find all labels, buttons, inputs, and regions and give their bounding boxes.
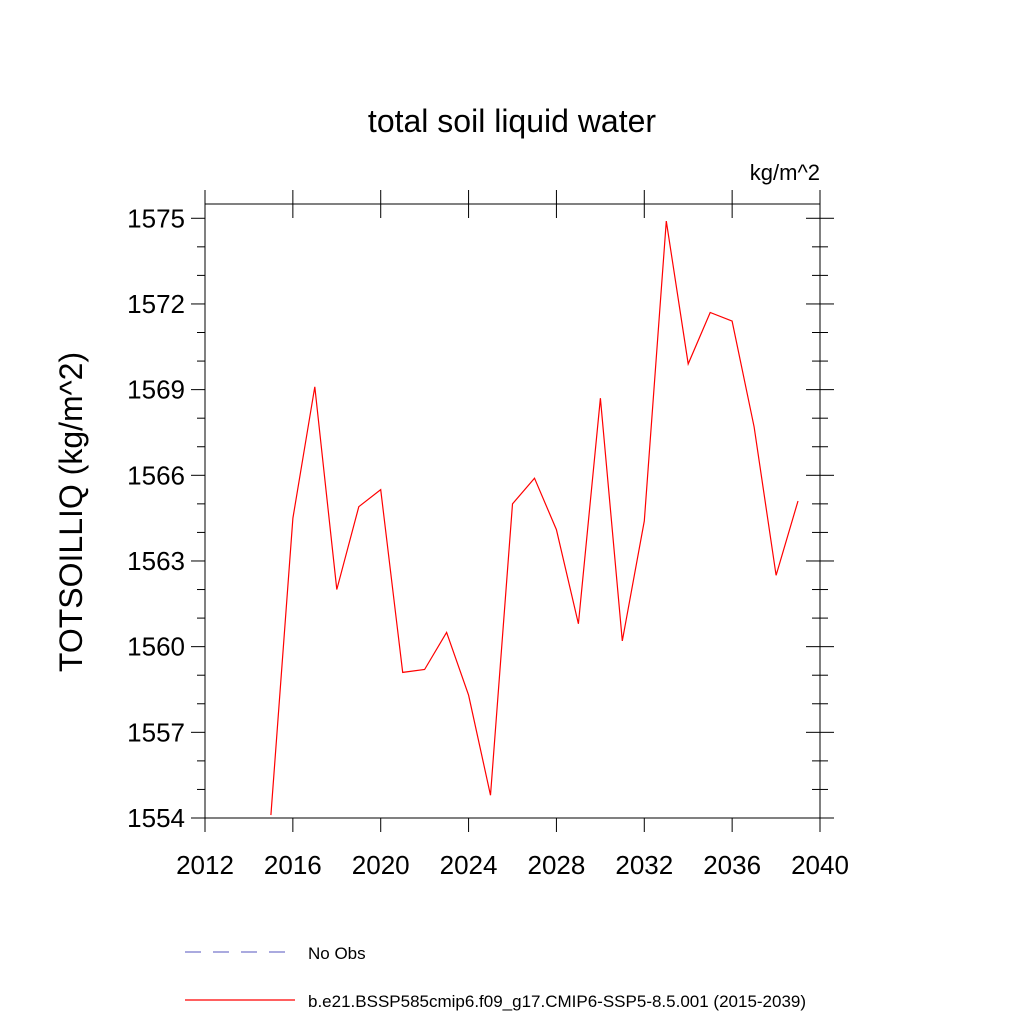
plot-frame bbox=[204, 203, 821, 819]
y-tick-label: 1575 bbox=[127, 203, 185, 233]
series-line-0 bbox=[270, 221, 799, 816]
x-tick-label: 2024 bbox=[440, 850, 498, 880]
x-tick-label: 2016 bbox=[264, 850, 322, 880]
x-tick-label: 2020 bbox=[352, 850, 410, 880]
x-tick-label: 2040 bbox=[791, 850, 849, 880]
units-label: kg/m^2 bbox=[750, 160, 820, 185]
y-tick-label: 1563 bbox=[127, 546, 185, 576]
x-tick-label: 2032 bbox=[615, 850, 673, 880]
y-tick-label: 1569 bbox=[127, 375, 185, 405]
legend: No Obs b.e21.BSSP585cmip6.f09_g17.CMIP6-S… bbox=[185, 944, 806, 1011]
series-layer bbox=[270, 221, 799, 816]
legend-label-0: b.e21.BSSP585cmip6.f09_g17.CMIP6-SSP5-8.… bbox=[308, 992, 806, 1011]
y-tick-label: 1566 bbox=[127, 460, 185, 490]
x-axis: 2012 2016 2020 2024 2028 2032 2036 2040 bbox=[176, 190, 849, 880]
x-tick-label: 2028 bbox=[528, 850, 586, 880]
y-tick-label: 1554 bbox=[127, 803, 185, 833]
y-tick-label: 1557 bbox=[127, 717, 185, 747]
y-axis-label: TOTSOILLIQ (kg/m^2) bbox=[53, 352, 89, 672]
y-axis: 1554 1557 1560 1563 1566 1569 1572 1575 bbox=[127, 203, 834, 833]
y-tick-label: 1572 bbox=[127, 289, 185, 319]
chart-title: total soil liquid water bbox=[368, 103, 656, 139]
x-tick-label: 2036 bbox=[703, 850, 761, 880]
x-tick-label: 2012 bbox=[176, 850, 234, 880]
legend-label-1: No Obs bbox=[308, 944, 366, 963]
y-tick-label: 1560 bbox=[127, 632, 185, 662]
